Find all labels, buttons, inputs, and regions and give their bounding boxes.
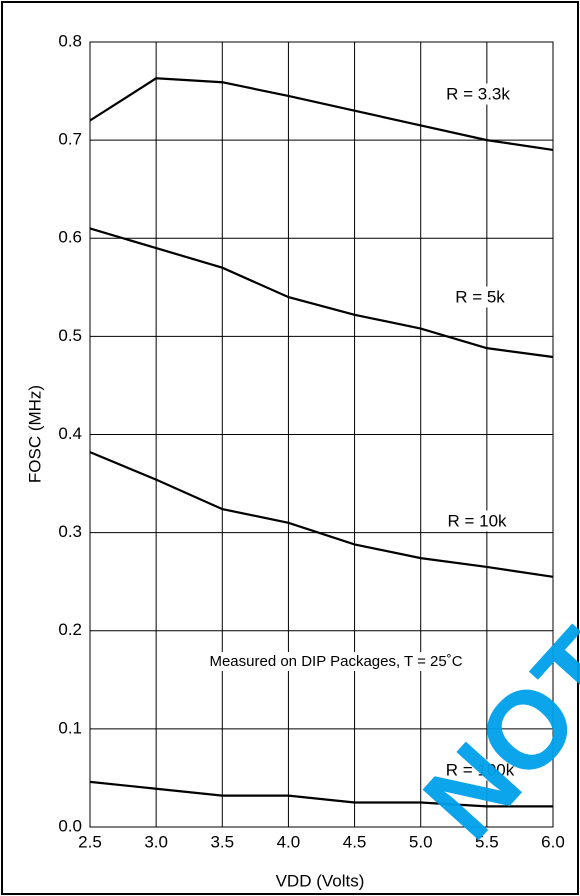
series-label-background [444, 510, 511, 532]
series-label: R = 5k [455, 287, 505, 306]
series-label-background [452, 286, 509, 308]
y-tick-label: 0.2 [58, 620, 82, 639]
series-label-group: R = 10k [444, 510, 511, 532]
x-tick-label: 5.0 [409, 832, 433, 851]
y-axis-label: FOSC (MHz) [25, 385, 44, 483]
series-line [89, 227, 554, 359]
y-tick-label: 0.0 [58, 816, 82, 835]
x-tick-label: 5.5 [475, 832, 499, 851]
series-label-group: R = 3.3k [443, 83, 514, 105]
series-label: R = 100k [446, 760, 515, 779]
x-tick-label: 4.5 [343, 832, 367, 851]
y-tick-label: 0.6 [58, 228, 82, 247]
series-label: R = 3.3k [446, 84, 510, 103]
y-tick-label: 0.4 [58, 424, 82, 443]
series-label-group: R = 5k [452, 286, 509, 308]
series-label-background [443, 83, 514, 105]
y-tick-label: 0.7 [58, 130, 82, 149]
series-label-background [442, 759, 518, 781]
x-tick-label: 6.0 [541, 832, 565, 851]
x-tick-label: 3.5 [210, 832, 234, 851]
annotation: Measured on DIP Packages, T = 25˚C [209, 653, 462, 670]
annotation-group: Measured on DIP Packages, T = 25˚C [206, 651, 466, 671]
plot-frame [89, 41, 554, 828]
series-line [89, 780, 553, 808]
x-tick-label: 2.5 [78, 832, 102, 851]
y-tick-label: 0.3 [58, 522, 82, 541]
x-tick-label: 4.0 [277, 832, 301, 851]
y-tick-label: 0.1 [58, 718, 82, 737]
series-line [89, 77, 554, 152]
series-label-group: R = 100k [442, 759, 518, 781]
x-axis-label: VDD (Volts) [276, 871, 365, 890]
annotation-background [206, 651, 466, 671]
y-tick-label: 0.8 [58, 31, 82, 50]
series-line [89, 451, 554, 578]
series-label: R = 10k [447, 511, 507, 530]
x-tick-label: 3.0 [144, 832, 168, 851]
y-tick-label: 0.5 [58, 326, 82, 345]
